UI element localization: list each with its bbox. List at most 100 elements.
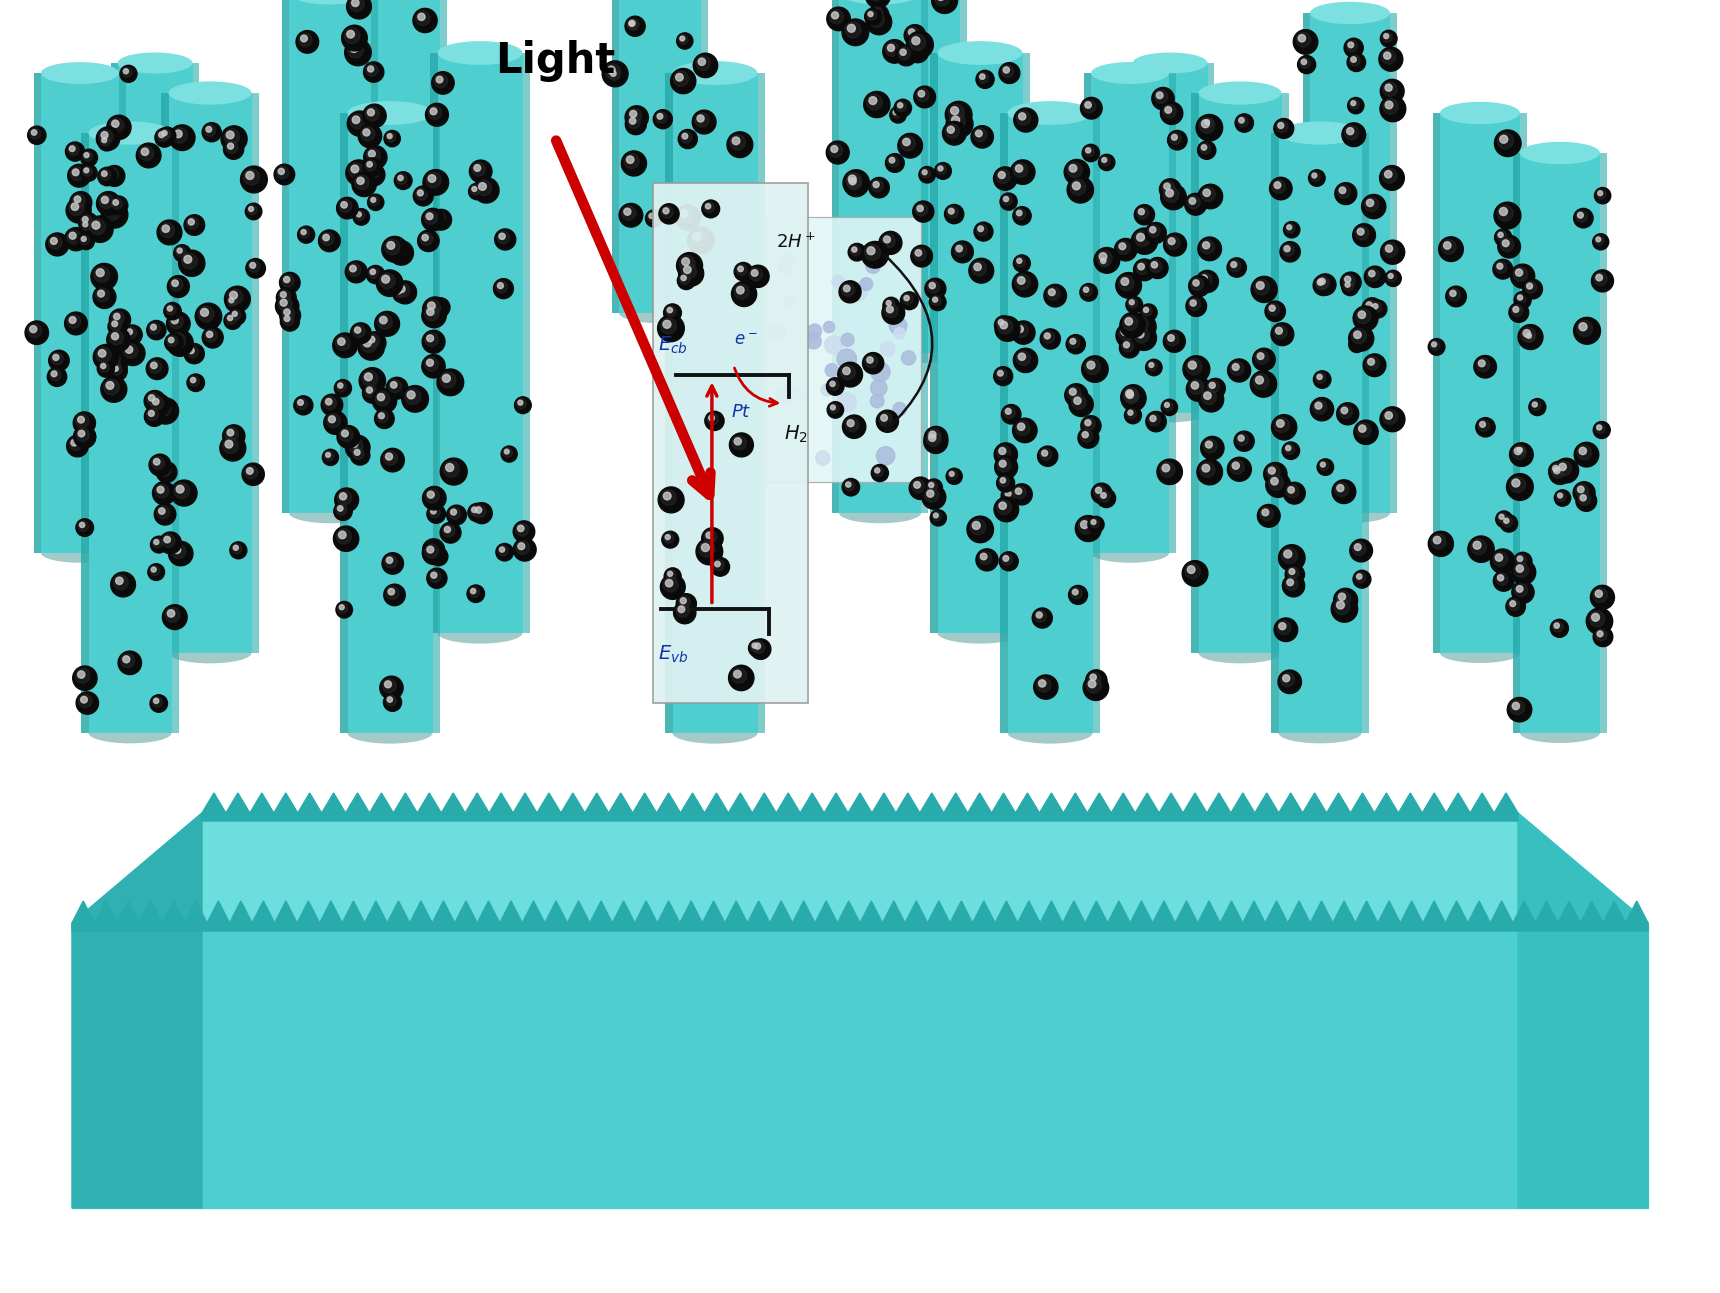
Circle shape: [734, 438, 741, 445]
Circle shape: [972, 125, 994, 147]
Circle shape: [808, 325, 822, 337]
Circle shape: [750, 641, 760, 652]
Bar: [1199, 93, 1281, 653]
Circle shape: [1078, 518, 1094, 534]
Circle shape: [1271, 415, 1297, 440]
Circle shape: [1199, 118, 1214, 133]
Circle shape: [1166, 332, 1178, 347]
Circle shape: [451, 509, 456, 515]
Circle shape: [174, 482, 189, 499]
Circle shape: [420, 233, 433, 246]
Circle shape: [912, 45, 918, 52]
Circle shape: [76, 692, 98, 714]
Circle shape: [1070, 164, 1077, 172]
Circle shape: [77, 431, 84, 437]
Circle shape: [1161, 181, 1175, 194]
Circle shape: [838, 362, 862, 387]
Circle shape: [974, 128, 987, 141]
Circle shape: [1195, 114, 1223, 141]
Circle shape: [91, 221, 100, 229]
Circle shape: [198, 306, 213, 322]
Circle shape: [230, 291, 237, 299]
Circle shape: [494, 279, 513, 299]
Circle shape: [365, 385, 377, 397]
Circle shape: [337, 490, 351, 506]
Circle shape: [1003, 489, 1015, 500]
Circle shape: [108, 317, 127, 336]
Circle shape: [86, 216, 114, 242]
Circle shape: [1441, 239, 1457, 255]
Circle shape: [906, 31, 934, 58]
Circle shape: [366, 387, 373, 393]
Circle shape: [624, 17, 645, 36]
Circle shape: [418, 13, 425, 21]
Circle shape: [874, 181, 879, 187]
Circle shape: [1015, 487, 1022, 494]
Circle shape: [1316, 277, 1328, 290]
Circle shape: [155, 503, 175, 525]
Ellipse shape: [359, 343, 440, 363]
Circle shape: [335, 529, 351, 544]
Circle shape: [671, 69, 697, 93]
Circle shape: [1295, 32, 1311, 47]
Circle shape: [148, 394, 155, 401]
Circle shape: [65, 228, 88, 251]
Circle shape: [354, 327, 361, 334]
Circle shape: [1510, 477, 1526, 493]
Circle shape: [332, 334, 358, 358]
Circle shape: [1476, 418, 1495, 437]
Circle shape: [664, 493, 671, 500]
Circle shape: [1490, 550, 1515, 574]
Circle shape: [1297, 56, 1316, 74]
Circle shape: [471, 588, 476, 593]
Circle shape: [1101, 493, 1106, 498]
Circle shape: [1594, 273, 1606, 286]
Circle shape: [368, 268, 380, 278]
Circle shape: [1385, 411, 1393, 419]
Circle shape: [384, 131, 401, 146]
Circle shape: [365, 107, 380, 120]
Circle shape: [1431, 534, 1447, 550]
Circle shape: [662, 321, 671, 328]
Circle shape: [1388, 274, 1393, 278]
Circle shape: [427, 172, 440, 187]
Circle shape: [1520, 327, 1536, 343]
Circle shape: [1348, 97, 1364, 114]
Circle shape: [905, 25, 925, 47]
Circle shape: [1089, 680, 1096, 688]
Circle shape: [69, 317, 76, 323]
Circle shape: [728, 132, 753, 158]
Circle shape: [1084, 675, 1109, 701]
Circle shape: [148, 361, 162, 374]
Circle shape: [378, 412, 384, 419]
Circle shape: [392, 243, 406, 259]
Circle shape: [824, 322, 834, 332]
Circle shape: [114, 575, 129, 590]
Circle shape: [342, 26, 368, 50]
Circle shape: [679, 209, 688, 217]
Circle shape: [843, 415, 865, 438]
Circle shape: [432, 550, 442, 560]
Ellipse shape: [289, 0, 372, 4]
Circle shape: [1072, 590, 1078, 595]
Circle shape: [76, 414, 89, 428]
Circle shape: [1123, 388, 1139, 402]
Circle shape: [1515, 555, 1527, 565]
Circle shape: [390, 381, 397, 388]
Circle shape: [915, 203, 927, 216]
Circle shape: [1594, 187, 1610, 204]
Circle shape: [999, 447, 1006, 455]
Circle shape: [170, 278, 182, 291]
Circle shape: [280, 305, 301, 326]
Circle shape: [886, 43, 900, 57]
Circle shape: [881, 415, 888, 422]
Circle shape: [867, 357, 874, 363]
Circle shape: [1230, 260, 1240, 272]
Circle shape: [731, 282, 757, 306]
Circle shape: [955, 243, 967, 256]
Bar: [169, 93, 251, 653]
Circle shape: [1097, 255, 1115, 273]
Circle shape: [339, 428, 353, 442]
Circle shape: [1352, 328, 1366, 344]
Circle shape: [394, 172, 413, 190]
